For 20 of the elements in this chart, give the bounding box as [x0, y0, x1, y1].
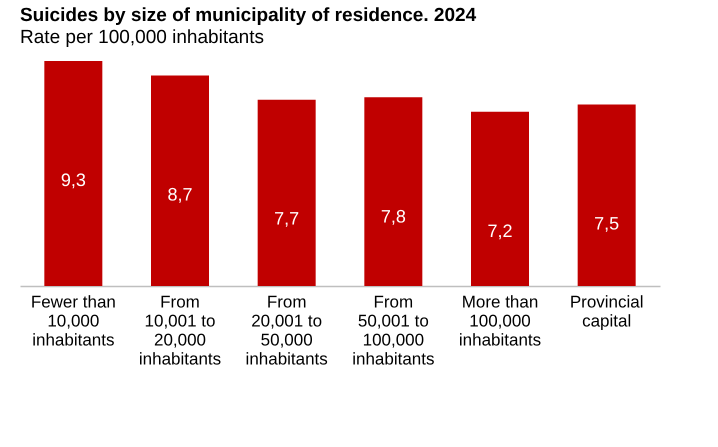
data-label: 8,7 [167, 184, 193, 205]
bar [44, 61, 102, 286]
data-label: 9,3 [60, 170, 86, 190]
x-tick-label: From 10,001 to 20,000 inhabitants [138, 292, 222, 368]
bar [364, 97, 422, 286]
bar [258, 100, 316, 286]
data-label: 7,5 [594, 214, 620, 234]
chart-subtitle: Rate per 100,000 inhabitants [20, 27, 264, 48]
x-tick-label: From 50,001 to 100,000 inhabitants [352, 292, 434, 368]
x-tick-label: More than 100,000 inhabitants [458, 292, 542, 350]
data-label: 7,7 [274, 208, 300, 229]
chart-title: Suicides by size of municipality of residence. 2024 [20, 5, 477, 26]
bar [151, 76, 209, 286]
x-tick-label: From 20,001 to 50,000 inhabitants [246, 292, 328, 368]
bar [578, 104, 636, 286]
data-label: 7,2 [487, 220, 513, 241]
data-label: 7,8 [380, 206, 406, 226]
x-tick-label: Provincial capital [570, 292, 644, 330]
bar [471, 112, 529, 286]
x-tick-label: Fewer than 10,000 inhabitants [30, 292, 116, 350]
